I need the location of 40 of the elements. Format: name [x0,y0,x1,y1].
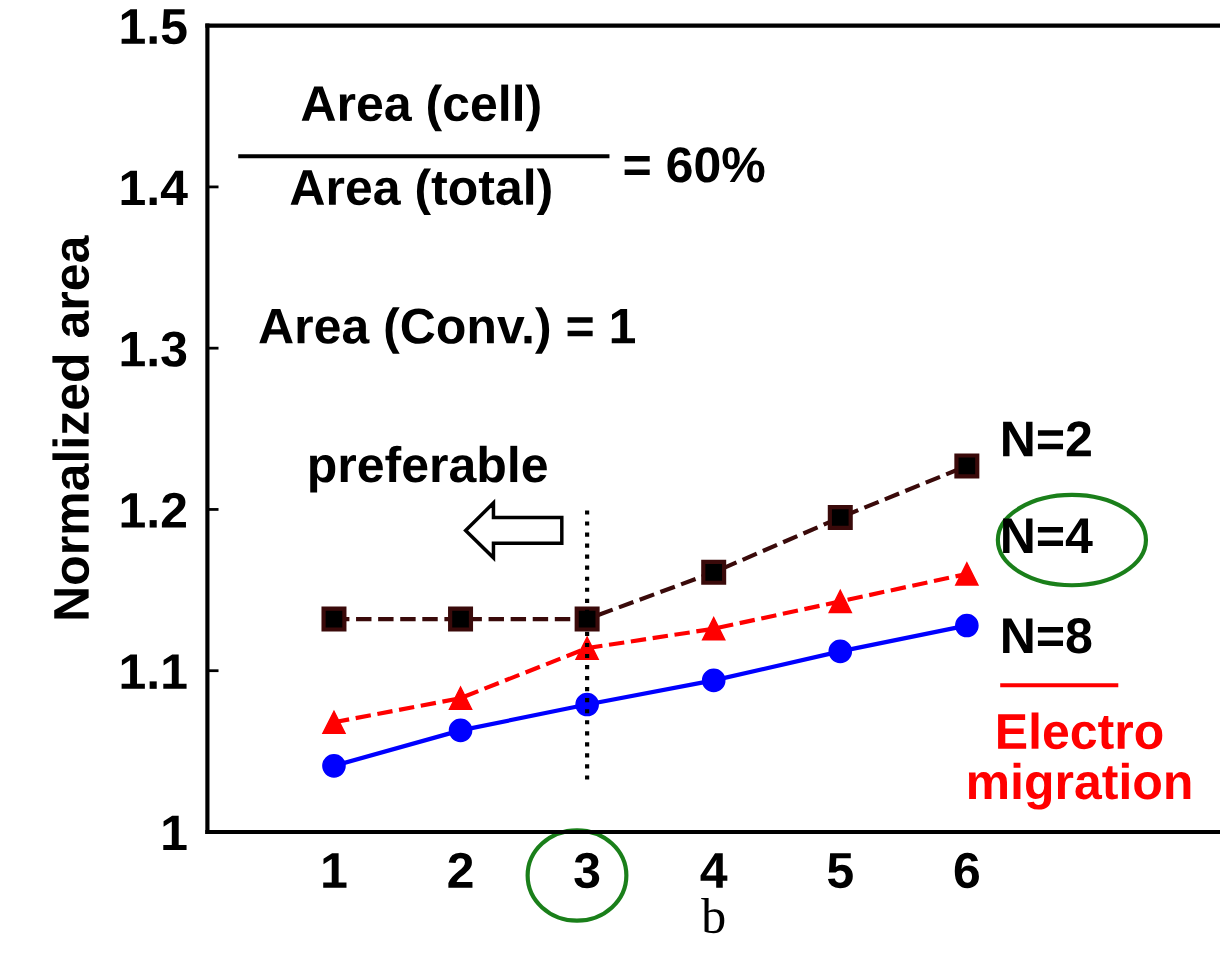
point [448,718,473,743]
annotation: Electro migration [968,712,1191,810]
y-tick-label: 1.5 [121,9,187,45]
annotation: Area (Conv.) = 1 [259,307,635,354]
series-label: N=2 [1003,421,1091,457]
x-tick-label: 2 [448,852,473,888]
x-tick-label: 6 [954,852,979,889]
annotation: preferable [310,445,547,493]
x-tick-label: 4 [700,853,728,888]
point [955,613,979,638]
point [448,686,473,710]
point [574,606,600,632]
annotation: Area (total) [290,168,551,216]
y-tick-label: 1 [163,815,187,851]
x-tick-label: 5 [827,853,853,889]
y-tick-label: 1.2 [121,492,186,528]
x-tick-label: 3 [574,852,600,889]
point [827,504,853,531]
point [322,710,346,735]
x-tick-label: 1 [323,853,347,888]
y-tick-label: 1.4 [121,170,188,206]
annotation: Area (cell) [301,84,540,132]
series-label: N=8 [1003,618,1092,654]
point [954,453,980,479]
point [955,562,979,586]
point [701,559,727,585]
point [828,639,853,664]
point [701,668,726,693]
point [575,692,599,717]
point [448,606,474,632]
series-label: N=4 [1003,518,1093,554]
point [322,754,346,778]
point [321,606,347,632]
point [828,589,853,614]
annotation: = 60% [624,147,765,183]
point [701,616,726,641]
y-axis-title: Normalized area [52,235,90,619]
x-axis-title: b [701,898,725,934]
y-tick-label: 1.1 [121,654,187,689]
y-tick-label: 1.3 [121,331,187,367]
